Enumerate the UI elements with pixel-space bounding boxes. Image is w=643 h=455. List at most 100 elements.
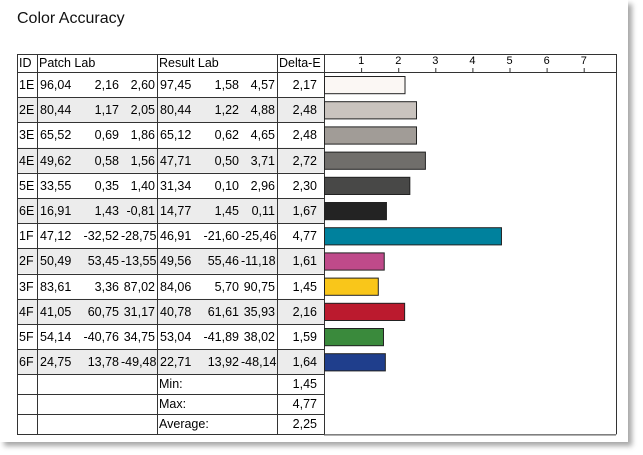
patch-lab-value: 1,17 <box>94 103 119 118</box>
result-lab-value: 65,12 <box>160 128 192 143</box>
patch-lab-value: 16,91 <box>40 204 72 218</box>
axis-tick-label: 5 <box>506 55 513 67</box>
delta-e-value: 1,67 <box>292 204 317 218</box>
result-lab-value: 0,62 <box>214 128 239 143</box>
summary-label: Average: <box>159 417 209 432</box>
delta-e-bar <box>324 302 406 321</box>
result-lab-value: 46,91 <box>160 229 192 244</box>
delta-e-value: 1,64 <box>292 355 317 370</box>
result-lab-value: 53,04 <box>160 330 192 344</box>
delta-e-bar <box>324 252 385 271</box>
patch-lab-value: 87,02 <box>123 279 155 294</box>
result-lab-value: 1,45 <box>214 204 239 218</box>
result-lab-value: 97,45 <box>160 78 192 92</box>
delta-e-bar <box>324 353 386 372</box>
result-lab-value: 0,50 <box>214 153 239 168</box>
patch-lab-value: -32,52 <box>83 229 119 244</box>
header-delta-e: Delta-E <box>279 56 321 70</box>
result-lab-value: 80,44 <box>160 103 192 118</box>
result-lab-value: 40,78 <box>160 304 192 319</box>
delta-e-value: 1,45 <box>292 279 317 294</box>
result-lab-value: 4,65 <box>250 128 275 143</box>
result-lab-value: 31,34 <box>160 178 192 193</box>
row-id: 4E <box>19 153 35 168</box>
patch-lab-value: -13,55 <box>121 254 157 269</box>
row-id: 1E <box>19 78 35 92</box>
summary-value: 1,45 <box>292 377 317 392</box>
patch-lab-value: 65,52 <box>40 128 72 143</box>
patch-lab-value: 96,04 <box>40 78 72 92</box>
row-shade <box>17 147 324 173</box>
patch-lab-value: 2,60 <box>130 78 155 92</box>
patch-lab-value: 47,12 <box>40 229 72 244</box>
patch-lab-value: 33,55 <box>40 178 72 193</box>
chart-title: Color Accuracy <box>17 10 125 27</box>
result-lab-value: 0,10 <box>214 178 239 193</box>
delta-e-bar <box>324 101 418 120</box>
result-lab-value: 2,96 <box>250 178 275 193</box>
row-id: 2F <box>19 254 34 269</box>
delta-e-value: 2,72 <box>292 153 317 168</box>
patch-lab-value: 50,49 <box>40 254 72 269</box>
result-lab-value: 55,46 <box>207 254 239 269</box>
patch-lab-value: 2,05 <box>130 103 155 118</box>
patch-lab-value: 53,45 <box>87 254 119 269</box>
result-lab-value: -25,46 <box>241 229 277 244</box>
row-id: 5E <box>19 178 35 193</box>
delta-e-value: 1,59 <box>292 330 317 344</box>
row-id: 6E <box>19 204 35 218</box>
row-shade <box>17 349 324 375</box>
patch-lab-value: 13,78 <box>87 355 119 370</box>
patch-lab-value: 80,44 <box>40 103 72 118</box>
result-lab-value: 22,71 <box>160 355 192 370</box>
summary-label: Max: <box>159 397 187 412</box>
summary-value: 4,77 <box>292 397 317 412</box>
patch-lab-value: 1,86 <box>130 128 155 143</box>
result-lab-value: 1,22 <box>214 103 239 118</box>
row-shade <box>17 248 324 274</box>
axis-tick-label: 6 <box>543 55 550 67</box>
result-lab-value: 49,56 <box>160 254 192 269</box>
result-lab-value: -11,18 <box>241 254 276 269</box>
header-result-lab: Result Lab <box>159 56 219 70</box>
result-lab-value: 14,77 <box>160 204 192 218</box>
axis-tick-label: 4 <box>469 55 476 67</box>
delta-e-value: 2,30 <box>292 178 317 193</box>
result-lab-value: 90,75 <box>243 279 275 294</box>
patch-lab-value: 60,75 <box>87 304 119 319</box>
result-lab-value: 3,71 <box>250 153 275 168</box>
delta-e-value: 2,48 <box>292 128 317 143</box>
patch-lab-value: 1,40 <box>130 178 155 193</box>
patch-lab-value: -49,48 <box>121 355 157 370</box>
row-id: 5F <box>19 330 34 344</box>
result-lab-value: 4,88 <box>250 103 275 118</box>
axis-tick-label: 2 <box>395 55 402 67</box>
row-shade <box>17 97 324 123</box>
delta-e-bar <box>324 328 384 347</box>
patch-lab-value: 1,56 <box>130 153 155 168</box>
result-lab-value: 35,93 <box>243 304 275 319</box>
row-id: 3E <box>19 128 35 143</box>
delta-e-bar <box>324 202 387 221</box>
summary-value: 2,25 <box>292 417 317 432</box>
result-lab-value: -41,89 <box>203 330 239 344</box>
result-lab-value: 5,70 <box>214 279 239 294</box>
patch-lab-value: 2,16 <box>94 78 119 92</box>
delta-e-bar <box>324 126 418 145</box>
patch-lab-value: 3,36 <box>94 279 119 294</box>
delta-e-value: 2,17 <box>292 78 317 92</box>
axis-tick-label: 7 <box>580 55 587 67</box>
patch-lab-value: 31,17 <box>123 304 155 319</box>
axis-tick-label: 1 <box>358 55 365 67</box>
result-lab-value: 1,58 <box>214 78 239 92</box>
row-id: 3F <box>19 279 34 294</box>
row-shade <box>17 198 324 224</box>
row-id: 4F <box>19 304 34 319</box>
row-id: 2E <box>19 103 35 118</box>
patch-lab-value: -28,75 <box>121 229 157 244</box>
patch-lab-value: 0,69 <box>94 128 119 143</box>
header-id: ID <box>19 56 32 70</box>
result-lab-value: -21,60 <box>203 229 239 244</box>
patch-lab-value: 24,75 <box>40 355 72 370</box>
